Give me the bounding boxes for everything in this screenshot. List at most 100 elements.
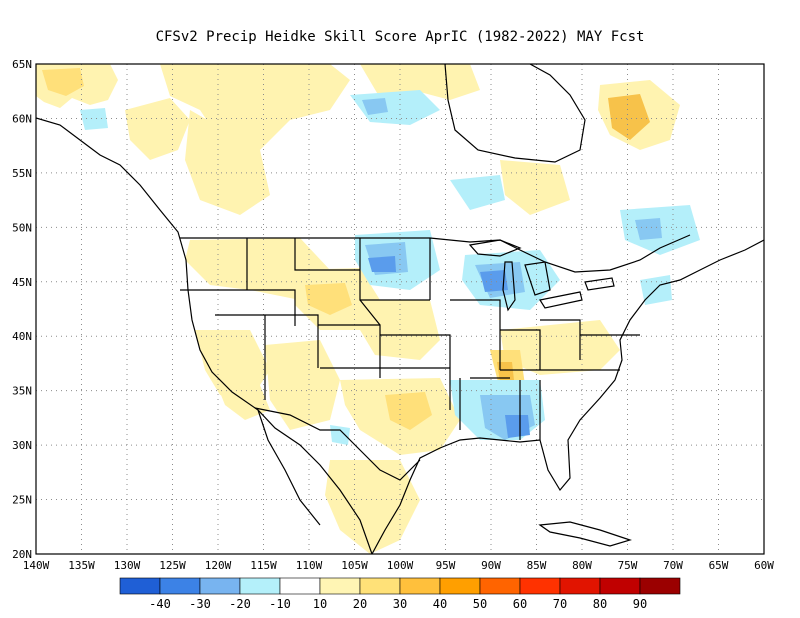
map-boundaries <box>36 64 764 554</box>
shade-midsouth-core <box>497 362 514 382</box>
lon-tick-label: 120W <box>205 559 232 572</box>
lat-tick-label: 45N <box>12 276 32 289</box>
colorbar-swatch <box>159 577 201 595</box>
colorbar-swatch <box>359 577 401 595</box>
colorbar-swatch <box>119 577 161 595</box>
shade-bc <box>125 98 190 160</box>
colorbar-swatch <box>559 577 601 595</box>
lat-tick-label: 60N <box>12 112 32 125</box>
pacific-coastline <box>36 117 373 554</box>
lat-tick-label: 50N <box>12 221 32 234</box>
colorbar-swatch <box>639 577 681 595</box>
colorbar-label: 80 <box>593 597 607 611</box>
shade-greatlakes-core <box>480 270 508 292</box>
lat-tick-label: 30N <box>12 439 32 452</box>
state-lines <box>180 238 640 440</box>
shade-canada-west <box>160 64 350 150</box>
latitude-labels: 65N 60N 55N 50N 45N 40N 35N 30N 25N 20N <box>12 58 32 561</box>
colorbar-swatch <box>519 577 561 595</box>
hudson-bay <box>444 64 586 163</box>
shade-dakotas-core <box>368 256 396 272</box>
shade-wyoming-core <box>305 283 352 315</box>
lon-tick-label: 80W <box>572 559 592 572</box>
colorbar-label: 20 <box>353 597 367 611</box>
lake-huron <box>524 261 551 296</box>
colorbar-label: 50 <box>473 597 487 611</box>
baja-coastline <box>257 409 321 526</box>
shade-canada-west2 <box>185 110 270 215</box>
lon-tick-label: 130W <box>114 559 141 572</box>
colorbar-labels: -40 -30 -20 -10 10 20 30 40 50 60 70 80 90 <box>149 597 647 611</box>
colorbar-label: 30 <box>393 597 407 611</box>
shade-southeast-core <box>505 415 530 438</box>
us-mexico-border <box>254 407 421 481</box>
colorbar-label: -40 <box>149 597 171 611</box>
lat-tick-label: 35N <box>12 385 32 398</box>
shade-ontario-cyan <box>450 175 505 210</box>
colorbar-label: 60 <box>513 597 527 611</box>
map-title: CFSv2 Precip Heidke Skill Score AprIC (1… <box>155 29 645 45</box>
shade-quebec-core <box>608 94 650 140</box>
colorbar-label: -30 <box>189 597 211 611</box>
lake-ontario <box>584 277 615 291</box>
colorbar-label: 90 <box>633 597 647 611</box>
colorbar-label: 10 <box>313 597 327 611</box>
shade-hudson-west <box>360 64 480 100</box>
lake-erie <box>539 291 583 309</box>
lat-tick-label: 20N <box>12 548 32 561</box>
colorbar-label: 70 <box>553 597 567 611</box>
gulf-coastline <box>371 239 764 554</box>
lon-tick-label: 110W <box>296 559 323 572</box>
shade-quebec-blue <box>635 218 662 240</box>
colorbar-label: -10 <box>269 597 291 611</box>
colorbar-swatch <box>279 577 321 595</box>
lat-tick-label: 25N <box>12 494 32 507</box>
lon-tick-label: 95W <box>436 559 456 572</box>
colorbar-swatch <box>599 577 641 595</box>
lon-tick-label: 105W <box>341 559 368 572</box>
us-canada-border <box>180 234 691 273</box>
lon-tick-label: 85W <box>527 559 547 572</box>
shade-ontario <box>500 160 570 215</box>
lake-superior <box>468 239 522 257</box>
shade-mexico <box>325 460 420 554</box>
lat-tick-label: 40N <box>12 330 32 343</box>
lon-tick-label: 115W <box>250 559 277 572</box>
lon-tick-label: 100W <box>387 559 414 572</box>
shade-alaska-core <box>42 68 84 96</box>
shade-great-basin <box>195 330 270 400</box>
lon-tick-label: 75W <box>618 559 638 572</box>
skill-shading <box>36 64 700 554</box>
colorbar <box>119 577 681 595</box>
lon-tick-label: 135W <box>68 559 95 572</box>
shade-southwest <box>265 340 340 430</box>
lake-michigan <box>502 261 516 312</box>
colorbar-label: 40 <box>433 597 447 611</box>
colorbar-label: -20 <box>229 597 251 611</box>
lon-tick-label: 65W <box>709 559 729 572</box>
colorbar-swatch <box>399 577 441 595</box>
shade-texas-core <box>385 392 432 430</box>
shade-ohio-valley <box>500 320 620 375</box>
map-grid <box>36 64 764 554</box>
lon-tick-label: 140W <box>23 559 50 572</box>
lat-tick-label: 55N <box>12 167 32 180</box>
lat-tick-label: 65N <box>12 58 32 71</box>
shade-california <box>215 380 270 420</box>
lon-tick-label: 60W <box>754 559 774 572</box>
lon-tick-label: 70W <box>663 559 683 572</box>
shade-tx-cyan <box>330 425 350 445</box>
longitude-labels: 140W 135W 130W 125W 120W 115W 110W 105W 100W 95W 9… <box>23 559 775 572</box>
shade-hudson-blue <box>350 90 440 125</box>
map-frame <box>35 63 765 555</box>
cuba <box>538 521 632 547</box>
shade-hudson-blue-core <box>362 98 388 115</box>
colorbar-swatch <box>479 577 521 595</box>
colorbar-swatch <box>319 577 361 595</box>
colorbar-swatch <box>199 577 241 595</box>
colorbar-swatch <box>439 577 481 595</box>
lon-tick-label: 125W <box>159 559 186 572</box>
colorbar-swatch <box>239 577 281 595</box>
lon-tick-label: 90W <box>481 559 501 572</box>
